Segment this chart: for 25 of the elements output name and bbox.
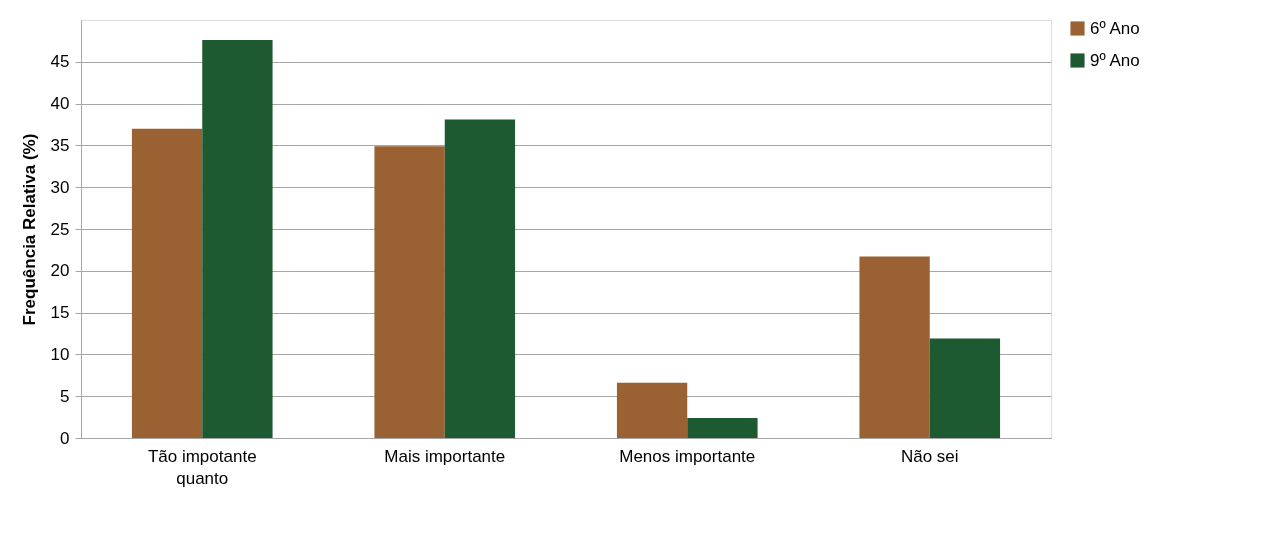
y-tick-label: 30	[50, 177, 70, 197]
y-tick-label: 35	[50, 135, 70, 155]
bar	[859, 256, 930, 438]
x-tick-label: Não sei	[900, 446, 959, 466]
bar	[131, 128, 203, 438]
bar	[616, 382, 688, 438]
bar	[444, 119, 516, 438]
x-tick-label: Menos importante	[619, 446, 756, 466]
y-tick-label: 25	[50, 219, 70, 239]
y-tick-label: 15	[50, 303, 70, 323]
y-tick-label: 45	[50, 52, 70, 72]
bar	[374, 146, 445, 438]
x-tick-label: Tão impotante quanto	[147, 446, 257, 488]
y-tick-label: 0	[60, 428, 70, 448]
bar	[929, 338, 1001, 438]
legend-label: 9º Ano	[1090, 50, 1140, 70]
bar	[687, 417, 758, 438]
y-axis-title: Frequência Relativa (%)	[19, 133, 39, 326]
bar	[202, 40, 273, 438]
y-tick-label: 5	[60, 386, 70, 406]
y-tick-label: 20	[50, 261, 70, 281]
x-tick-label: Mais importante	[384, 446, 506, 466]
y-tick-label: 10	[50, 344, 70, 364]
y-tick-label: 40	[50, 94, 70, 114]
legend-label: 6º Ano	[1090, 18, 1140, 38]
